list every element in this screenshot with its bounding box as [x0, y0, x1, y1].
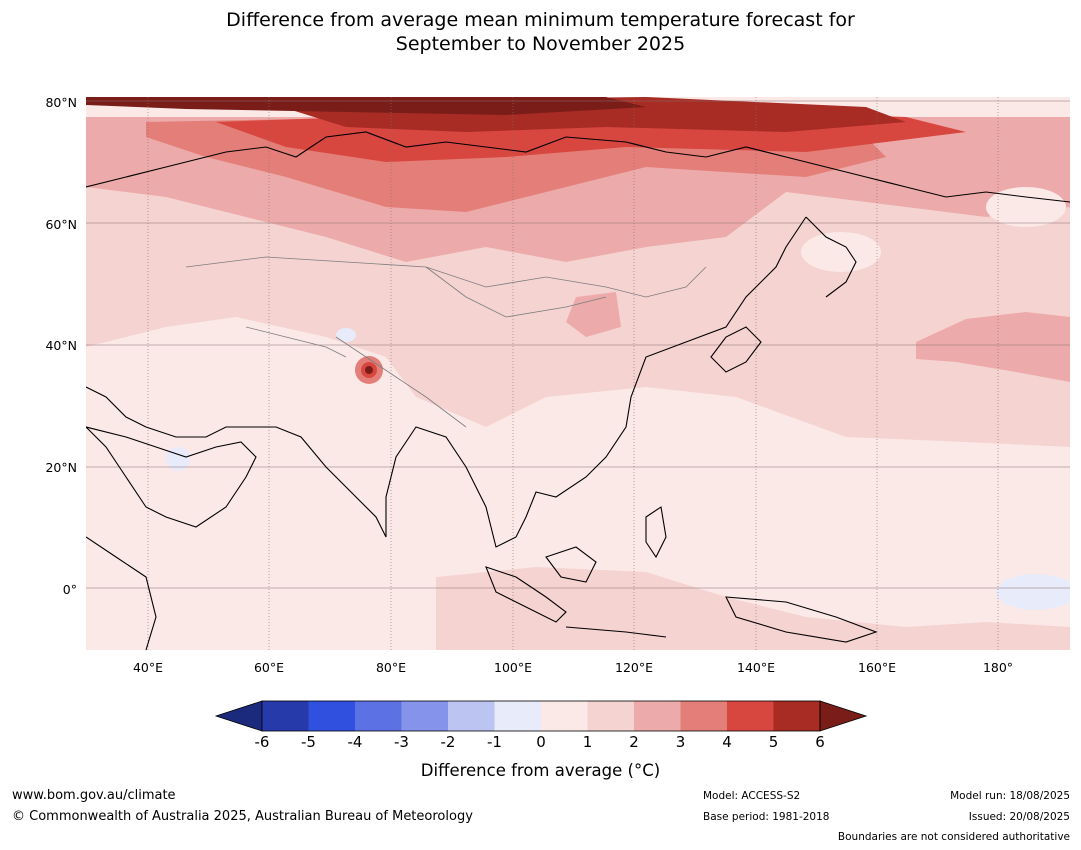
model-text: Model: ACCESS-S2 — [703, 790, 801, 802]
colorbar-swatch — [634, 701, 681, 731]
negative-patch-pacific — [996, 574, 1070, 610]
philippines-outline — [645, 506, 667, 559]
lat-label-60n: 60°N — [45, 217, 77, 232]
colorbar-tick-label: -4 — [347, 733, 363, 751]
okhotsk-coastline — [805, 216, 857, 298]
hotspot-core — [365, 366, 373, 374]
base-period-text: Base period: 1981-2018 — [703, 811, 830, 823]
colorbar-title: Difference from average (°C) — [420, 761, 661, 780]
colorbar-tick-label: -2 — [440, 733, 456, 751]
gridlines — [86, 97, 1070, 650]
border-south-asia — [335, 336, 467, 428]
colorbar-tick-label: 0 — [536, 733, 546, 751]
issued-text: Issued: 20/08/2025 — [968, 811, 1070, 823]
map-canvas — [86, 97, 1070, 650]
negative-patch-arabia — [166, 447, 190, 471]
forecast-map — [86, 97, 1070, 650]
colorbar-tick-label: 2 — [629, 733, 639, 751]
border-central-asia — [245, 326, 347, 358]
arctic-coastline — [86, 131, 1070, 203]
lat-label-20n: 20°N — [45, 460, 77, 475]
lat-label-0: 0° — [62, 582, 77, 597]
colorbar-swatch — [587, 701, 634, 731]
colorbar-tick-label: 1 — [582, 733, 593, 751]
lon-label-100e: 100°E — [493, 660, 533, 675]
anomaly-pacific-patch — [916, 312, 1070, 382]
africa-coastline — [86, 536, 157, 650]
colorbar-swatch — [680, 701, 727, 731]
mainland-coastline — [86, 216, 807, 548]
coastlines — [86, 131, 1070, 650]
colorbar-swatch — [262, 701, 309, 731]
colorbar-swatches — [214, 700, 868, 732]
anomaly-shading — [86, 97, 1070, 650]
colorbar — [0, 700, 1081, 760]
lon-label-80e: 80°E — [375, 660, 407, 675]
model-run-text: Model run: 18/08/2025 — [950, 790, 1070, 802]
colorbar-outline — [261, 700, 821, 732]
border-mongolia — [425, 266, 607, 318]
colorbar-tick-label: 6 — [815, 733, 825, 751]
colorbar-swatch — [401, 701, 448, 731]
colorbar-extend-low — [214, 700, 263, 732]
lat-label-40n: 40°N — [45, 338, 77, 353]
copyright-text: © Commonwealth of Australia 2025, Austra… — [12, 809, 473, 824]
country-borders — [185, 256, 707, 428]
colorbar-swatch — [541, 701, 588, 731]
colorbar-tick-label: 5 — [768, 733, 779, 751]
lon-label-140e: 140°E — [736, 660, 776, 675]
borneo-outline — [545, 546, 597, 583]
lon-label-160e: 160°E — [857, 660, 897, 675]
negative-patch-central-asia — [336, 328, 356, 342]
lon-label-40e: 40°E — [132, 660, 164, 675]
colorbar-tick-label: 4 — [722, 733, 732, 751]
colorbar-swatch — [448, 701, 495, 731]
colorbar-swatch — [773, 701, 820, 731]
lat-label-80n: 80°N — [45, 95, 77, 110]
lon-label-60e: 60°E — [253, 660, 285, 675]
title-line-2: September to November 2025 — [395, 33, 686, 55]
border-russia-south — [185, 256, 707, 298]
japan-outline — [710, 326, 762, 373]
colorbar-swatch — [727, 701, 774, 731]
colorbar-tick-label: -1 — [487, 733, 502, 751]
colorbar-swatch — [494, 701, 541, 731]
colorbar-swatch — [308, 701, 355, 731]
lon-label-180: 180° — [982, 660, 1014, 675]
anomaly-band-above-6 — [86, 97, 646, 115]
java-coastline — [565, 626, 667, 638]
disclaimer-text: Boundaries are not considered authoritat… — [837, 831, 1070, 843]
colorbar-tick-label: -5 — [301, 733, 316, 751]
light-patch-siberia — [801, 232, 881, 272]
lon-label-120e: 120°E — [614, 660, 654, 675]
colorbar-tick-label: 3 — [675, 733, 686, 751]
title-line-1: Difference from average mean minimum tem… — [226, 9, 855, 31]
colorbar-tick-label: -3 — [394, 733, 409, 751]
sumatra-outline — [485, 566, 567, 623]
website-link[interactable]: www.bom.gov.au/climate — [12, 788, 176, 803]
anomaly-band-1-2-south — [436, 567, 1070, 650]
colorbar-swatch — [355, 701, 402, 731]
colorbar-tick-label: -6 — [254, 733, 270, 751]
light-patch-chukotka — [986, 187, 1066, 227]
colorbar-extend-high — [819, 700, 868, 732]
arabia-outline — [86, 426, 257, 528]
chart-title: Difference from average mean minimum tem… — [0, 8, 1081, 56]
new-guinea-outline — [725, 596, 878, 643]
